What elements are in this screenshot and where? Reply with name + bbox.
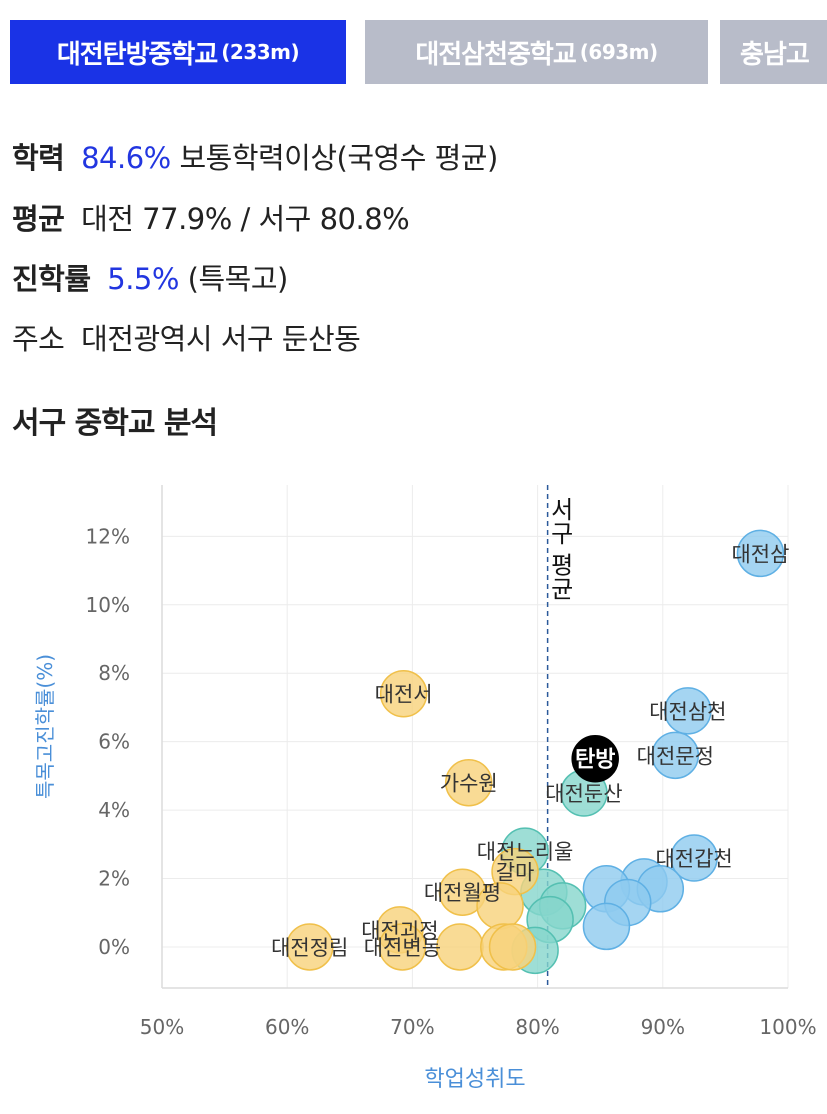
- average-value: 대전 77.9% / 서구 80.8%: [81, 202, 410, 236]
- school-tabs: 대전탄방중학교 (233m) 대전삼천중학교 (693m) 충남고: [10, 20, 827, 84]
- x-tick-label: 90%: [641, 1015, 685, 1039]
- advance-label: 진학률: [12, 262, 91, 296]
- data-point: [582, 902, 631, 951]
- tab-school-3[interactable]: 충남고: [720, 20, 827, 84]
- data-point-label: 대전정림: [271, 936, 348, 960]
- x-tick-label: 100%: [759, 1015, 816, 1039]
- y-tick-label: 12%: [86, 524, 130, 548]
- tab-school-2[interactable]: 대전삼천중학교 (693m): [365, 20, 708, 84]
- data-point: [651, 731, 700, 780]
- y-tick-label: 8%: [98, 661, 130, 685]
- achievement-value: 84.6%: [81, 141, 171, 175]
- data-point: [378, 923, 427, 971]
- address-row: 주소 대전광역시 서구 둔산동: [12, 316, 361, 358]
- x-tick-label: 70%: [390, 1015, 434, 1039]
- data-point-label: 대전삼: [731, 542, 789, 566]
- y-tick-label: 4%: [98, 798, 130, 822]
- data-point-label: 대전서: [375, 683, 433, 707]
- data-point-label: 탄방: [575, 748, 615, 773]
- data-point: [436, 923, 484, 971]
- data-point: [379, 669, 428, 718]
- achievement-label: 학력: [12, 141, 65, 175]
- x-tick-label: 60%: [265, 1015, 309, 1039]
- data-point-label: 대전변동: [364, 936, 441, 960]
- average-label: 평균: [12, 202, 65, 236]
- advance-row: 진학률 5.5% (특목고): [12, 256, 288, 298]
- address-label: 주소: [12, 322, 65, 356]
- achievement-row: 학력 84.6% 보통학력이상(국영수 평균): [12, 135, 498, 177]
- achievement-desc: 보통학력이상(국영수 평균): [179, 141, 498, 175]
- district-average-label: 서구 평균: [546, 497, 574, 601]
- x-axis-title: 학업성취도: [424, 1067, 525, 1092]
- data-point: [670, 834, 718, 882]
- average-row: 평균 대전 77.9% / 서구 80.8%: [12, 196, 410, 238]
- y-tick-label: 10%: [86, 593, 130, 617]
- advance-value: 5.5%: [107, 262, 179, 296]
- data-point-label: 대전느리울: [477, 840, 574, 864]
- data-point: [736, 529, 785, 578]
- data-point-label: 대전문정: [637, 744, 714, 768]
- data-point-label: 갈마: [496, 861, 535, 885]
- data-point-label: 대전월평: [424, 881, 501, 905]
- data-point-label: 대전갑천: [655, 847, 732, 871]
- y-tick-label: 6%: [98, 730, 130, 754]
- x-tick-label: 50%: [140, 1015, 184, 1039]
- tab-school-1-name: 대전탄방중학교: [56, 39, 218, 70]
- data-point-label: 대전삼천: [649, 700, 726, 724]
- tab-school-2-name: 대전삼천중학교: [415, 39, 576, 70]
- data-point-label: 가수원: [440, 772, 498, 796]
- tab-school-3-name: 충남고: [740, 39, 810, 70]
- advance-desc: (특목고): [187, 262, 289, 296]
- data-points: [285, 529, 785, 975]
- tab-school-1[interactable]: 대전탄방중학교 (233m): [10, 20, 346, 84]
- data-point-label: 대전둔산: [545, 782, 622, 806]
- data-point-label: 대전괴정: [361, 919, 438, 943]
- section-title: 서구 중학교 분석: [12, 406, 218, 441]
- data-point-selected: [571, 734, 619, 783]
- tab-school-2-distance: (693m): [579, 40, 658, 64]
- y-tick-label: 0%: [98, 935, 130, 959]
- data-point: [488, 923, 537, 971]
- address-value: 대전광역시 서구 둔산동: [81, 322, 361, 356]
- scatter-chart: 0% 2% 4% 6% 8% 10% 12% 50% 60% 70% 80% 90% 100% 학업성취도…: [33, 485, 817, 1092]
- data-point: [664, 687, 712, 735]
- y-tick-label: 2%: [98, 867, 130, 891]
- data-point: [285, 923, 334, 971]
- y-axis-title: 특목고진학률(%): [33, 654, 57, 799]
- tab-school-1-distance: (233m): [221, 40, 300, 64]
- x-tick-label: 80%: [515, 1015, 559, 1039]
- data-point: [444, 758, 493, 807]
